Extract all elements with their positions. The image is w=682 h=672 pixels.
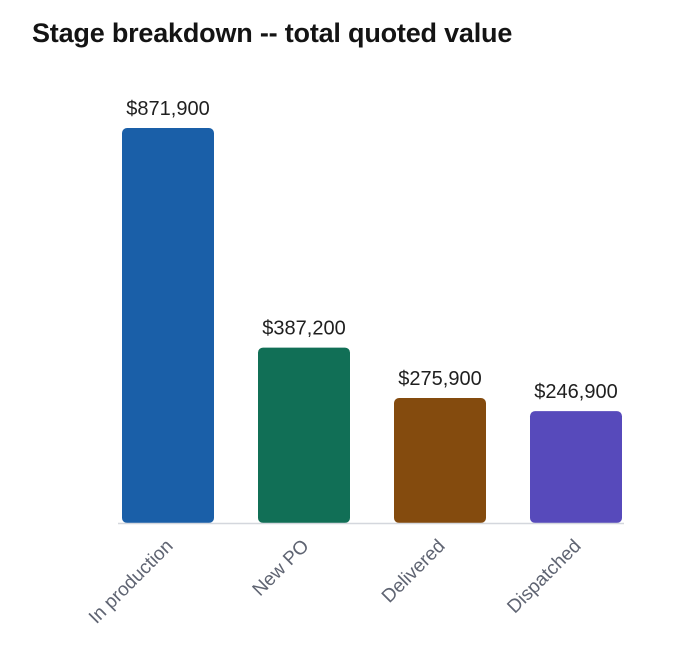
tick-label-delivered: Delivered bbox=[378, 536, 450, 608]
value-label-delivered: $275,900 bbox=[398, 368, 481, 390]
x-tick-labels-layer: In production New PO Delivered Dispatched bbox=[85, 536, 586, 629]
chart-title: Stage breakdown -- total quoted value bbox=[32, 18, 513, 48]
bar-in-production bbox=[122, 128, 214, 523]
bar-new-po bbox=[258, 347, 350, 523]
bars-layer bbox=[122, 128, 622, 523]
value-label-dispatched: $246,900 bbox=[534, 381, 617, 403]
bar-dispatched bbox=[530, 411, 622, 523]
tick-label-new-po: New PO bbox=[249, 536, 314, 601]
tick-label-in-production: In production bbox=[85, 536, 178, 629]
value-label-new-po: $387,200 bbox=[262, 318, 345, 340]
bar-delivered bbox=[394, 398, 486, 523]
value-label-in-production: $871,900 bbox=[126, 98, 209, 120]
tick-label-dispatched: Dispatched bbox=[503, 536, 585, 618]
value-labels-layer: $871,900 $387,200 $275,900 $246,900 bbox=[126, 98, 617, 403]
